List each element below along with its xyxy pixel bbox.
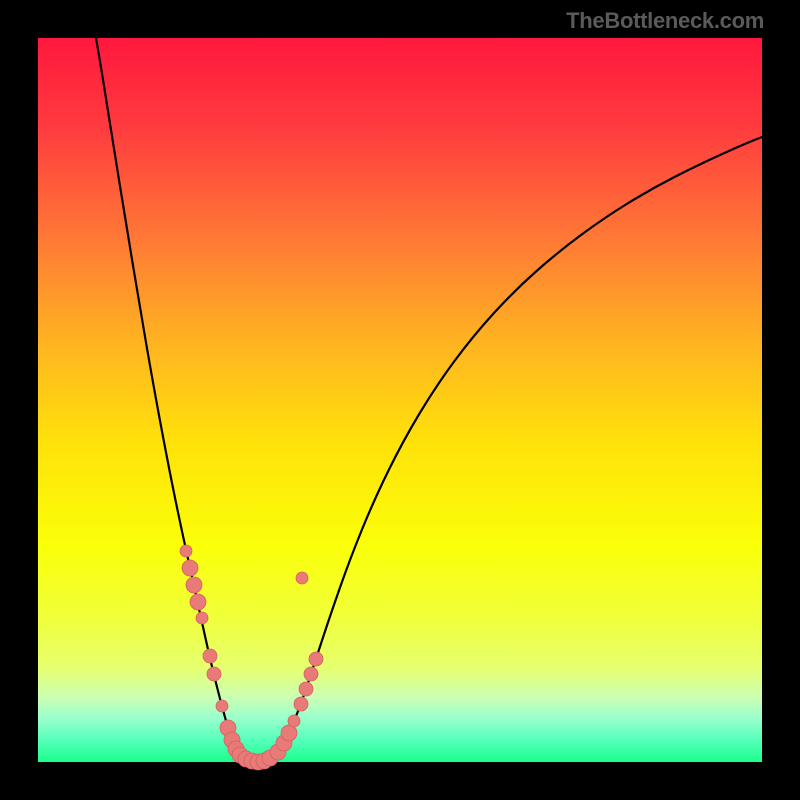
data-marker	[180, 545, 192, 557]
data-marker	[196, 612, 208, 624]
chart-curves-layer	[38, 38, 762, 762]
data-marker	[186, 577, 202, 593]
data-marker	[216, 700, 228, 712]
data-marker	[281, 725, 297, 741]
data-marker	[296, 572, 308, 584]
data-marker	[299, 682, 313, 696]
chart-plot-area	[38, 38, 762, 762]
data-marker	[288, 715, 300, 727]
curve-left	[96, 38, 256, 762]
data-marker	[304, 667, 318, 681]
data-marker	[182, 560, 198, 576]
data-marker	[294, 697, 308, 711]
data-marker	[190, 594, 206, 610]
data-marker	[203, 649, 217, 663]
data-marker	[309, 652, 323, 666]
curve-markers	[180, 545, 323, 770]
curve-right	[256, 137, 762, 762]
watermark-text: TheBottleneck.com	[566, 8, 764, 34]
data-marker	[207, 667, 221, 681]
